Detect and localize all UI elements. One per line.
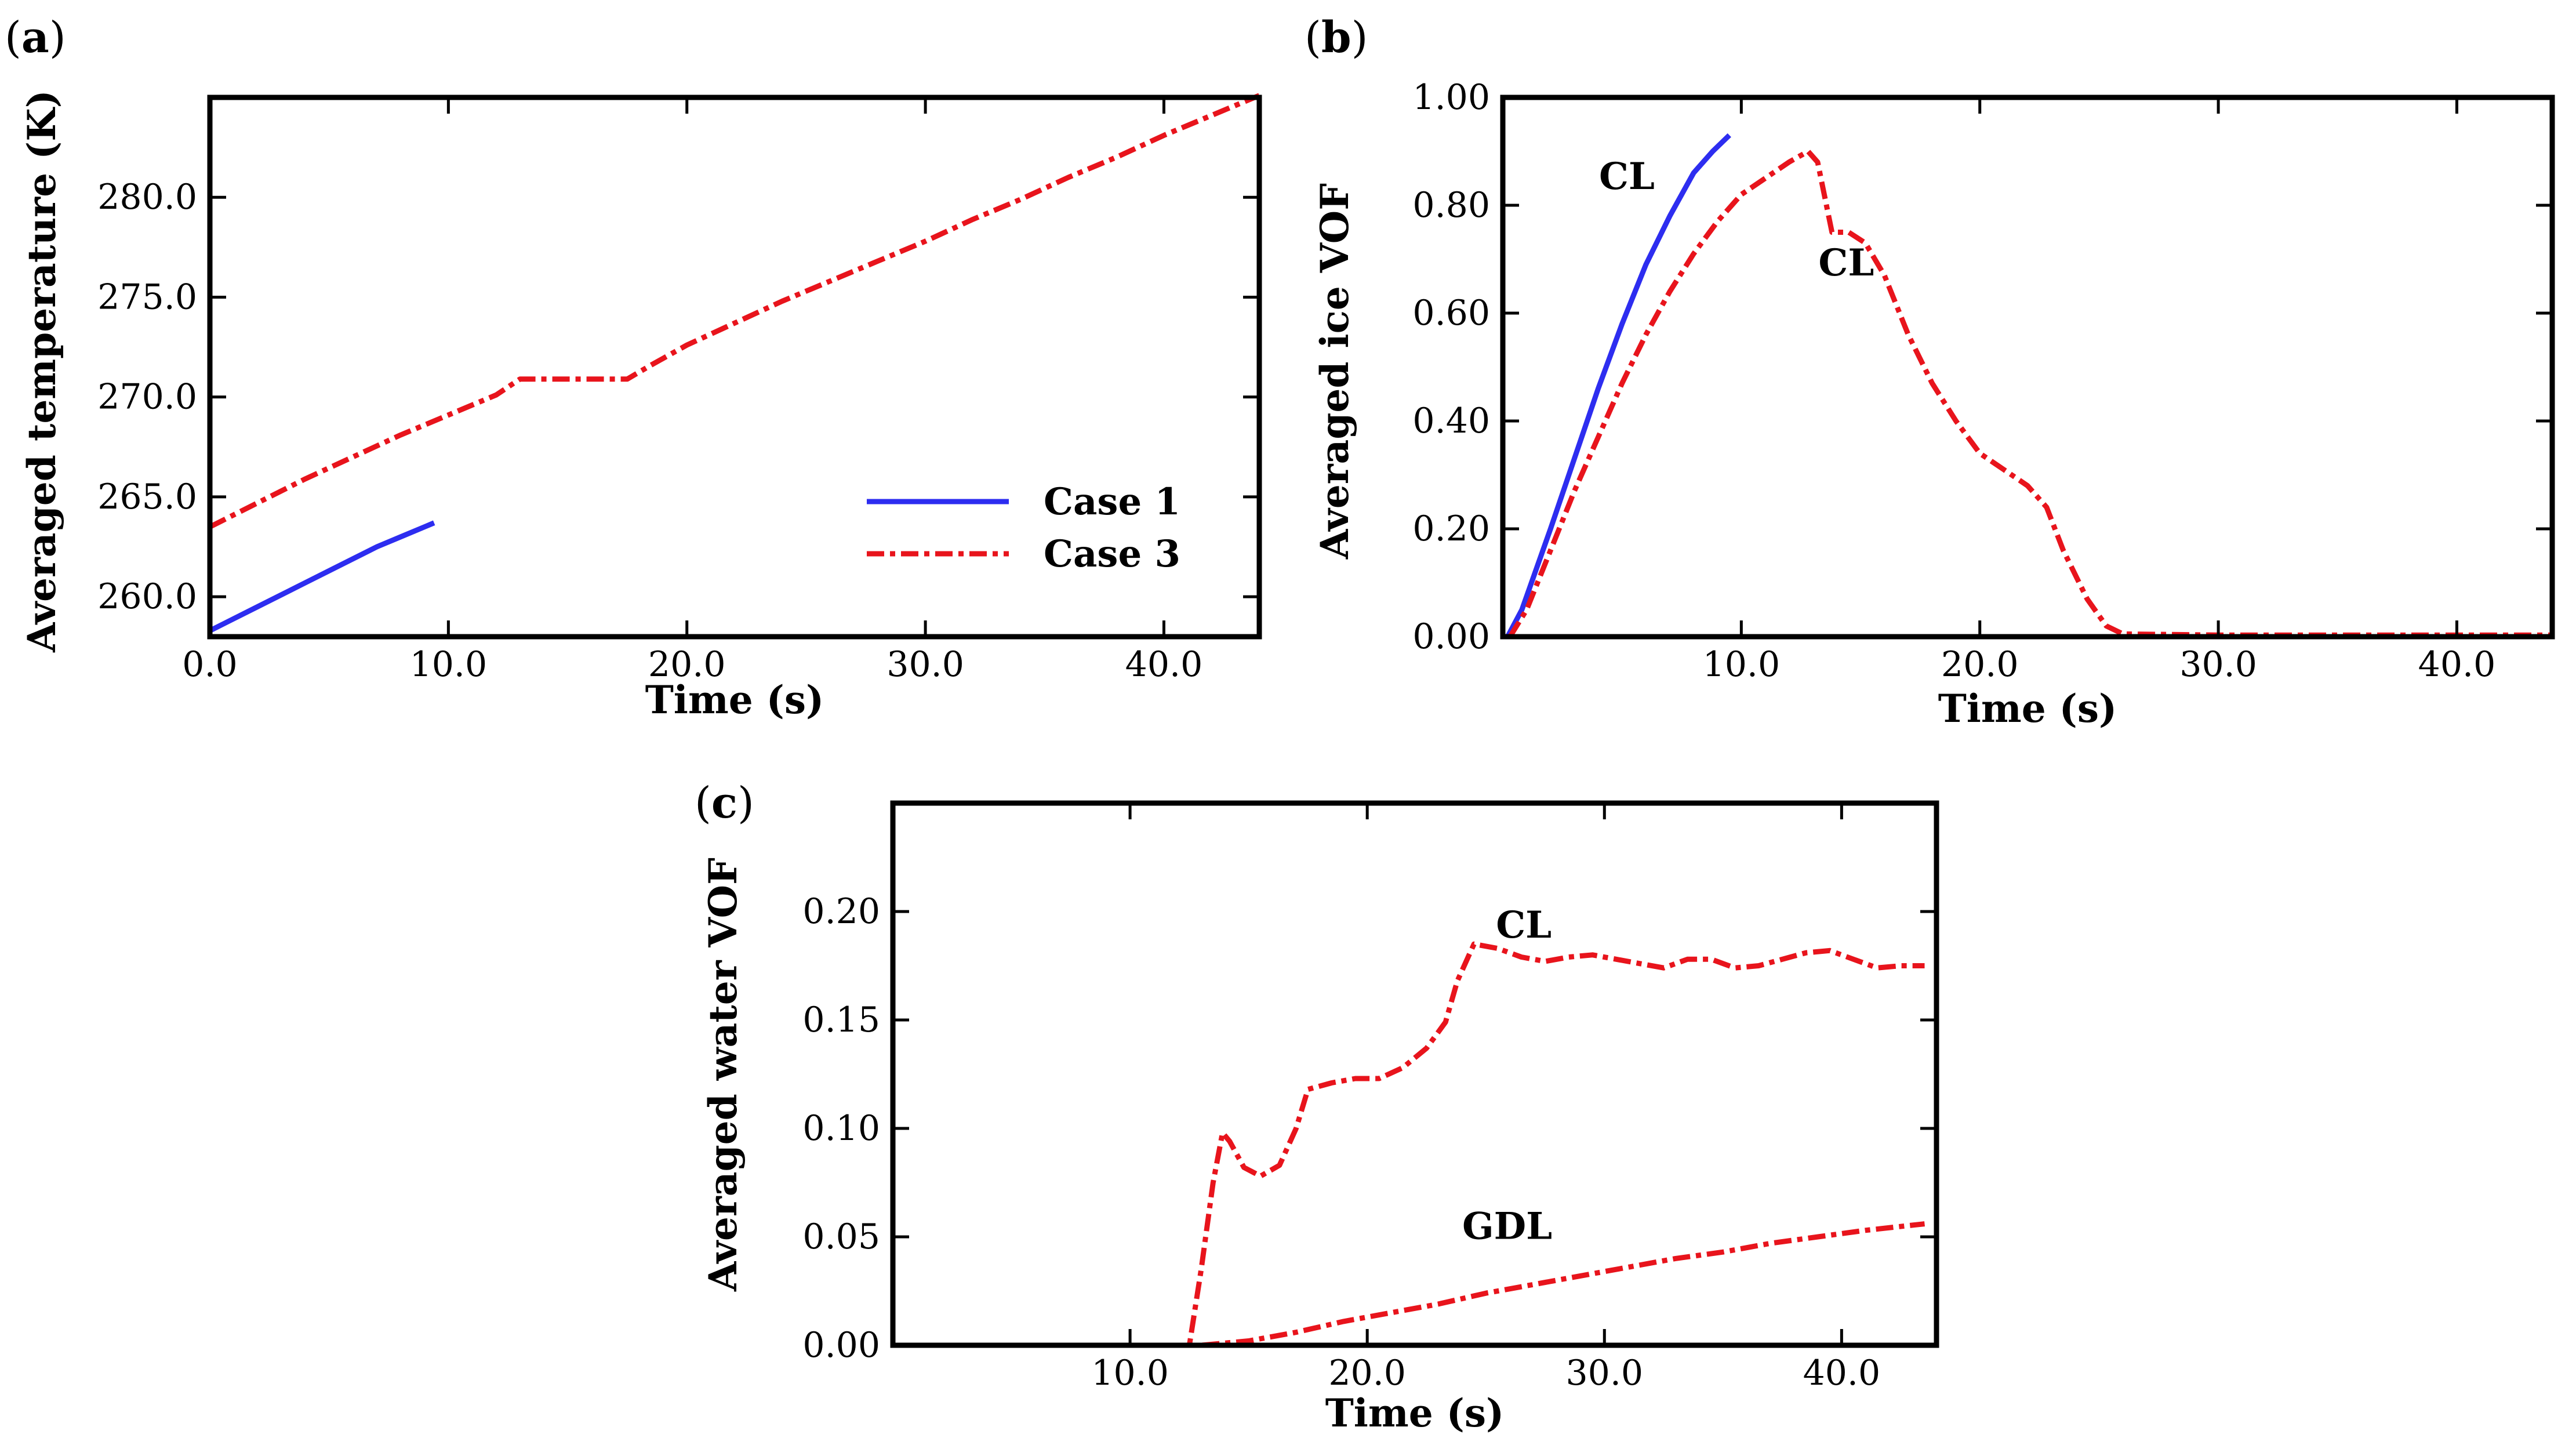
plot-frame — [1500, 95, 2555, 640]
panel-label-open: ( — [1305, 13, 1321, 63]
y-tick-label: 0.80 — [1412, 185, 1490, 226]
panel-label-letter: b — [1321, 13, 1351, 63]
panel-c: (c) 10.0 20.0 30.0 40.0 0.00 0.05 0.10 0.15 0.20 T… — [695, 778, 1939, 1436]
panel-label-letter: a — [21, 13, 49, 63]
y-tick-label: 0.15 — [802, 1000, 880, 1040]
x-tick-label: 40.0 — [2418, 644, 2496, 685]
x-tick-label: 10.0 — [410, 644, 488, 685]
y-axis-label: Averaged temperature (K) — [19, 90, 64, 653]
series-line-case-3-gdl — [928, 1221, 1925, 1348]
y-tick-label: 260.0 — [97, 576, 197, 617]
panel-b: (b) 10.0 20.0 30.0 40.0 0.00 0.20 0.40 0.60 0.80 1… — [1305, 13, 2555, 731]
y-tick-label: 270.0 — [97, 377, 197, 417]
annotation-label: GDL — [1462, 1205, 1552, 1248]
y-axis-label: Averaged water VOF — [700, 858, 746, 1292]
x-tick-label: 30.0 — [886, 644, 964, 685]
x-tick-label: 20.0 — [648, 644, 726, 685]
legend-label: Case 3 — [1044, 532, 1180, 576]
panel-label-open: ( — [695, 778, 711, 828]
x-tick-label: 30.0 — [1565, 1353, 1643, 1393]
panel-label-close: ) — [1351, 13, 1368, 63]
panel-label-close: ) — [737, 778, 754, 828]
x-tick-label: 30.0 — [2179, 644, 2257, 685]
series-line-case-3-cl — [1507, 148, 2552, 638]
panel-a: (a) 0.0 10.0 20.0 30.0 40.0 260.0 265.0 270.0 275… — [5, 13, 1262, 722]
panel-label-open: ( — [5, 13, 21, 63]
y-tick-label: 275.0 — [97, 277, 197, 317]
y-tick-label: 0.20 — [1412, 509, 1490, 549]
series-line-case-3-cl — [928, 941, 1925, 1348]
panel-label: (c) — [695, 778, 754, 828]
series-line-case-1-cl — [1505, 133, 1731, 638]
panel-label: (b) — [1305, 13, 1368, 63]
panel-label: (a) — [5, 13, 66, 63]
y-tick-label: 1.00 — [1412, 77, 1490, 118]
x-tick-label: 40.0 — [1803, 1353, 1881, 1393]
annotation-label: CL — [1818, 241, 1874, 285]
y-tick-label: 0.00 — [1412, 616, 1490, 657]
annotation-label: CL — [1599, 155, 1655, 198]
y-axis-label: Averaged ice VOF — [1312, 183, 1357, 560]
plot-frame — [890, 800, 1939, 1348]
y-tick-label: 280.0 — [97, 177, 197, 217]
x-tick-label: 20.0 — [1941, 644, 2019, 685]
panel-label-letter: c — [711, 778, 737, 828]
x-axis-label: Time (s) — [1938, 686, 2117, 731]
x-tick-label: 20.0 — [1328, 1353, 1406, 1393]
y-tick-label: 265.0 — [97, 477, 197, 517]
x-axis-label: Time (s) — [1325, 1390, 1505, 1436]
x-tick-label: 10.0 — [1703, 644, 1781, 685]
y-tick-label: 0.60 — [1412, 293, 1490, 333]
y-tick-label: 0.40 — [1412, 401, 1490, 441]
y-tick-label: 0.05 — [802, 1217, 880, 1257]
series-line-case-1 — [208, 520, 435, 633]
plot-frame — [207, 95, 1262, 640]
x-tick-label: 10.0 — [1091, 1353, 1169, 1393]
annotation-label: CL — [1496, 903, 1552, 947]
legend-label: Case 1 — [1044, 480, 1180, 524]
x-axis-label: Time (s) — [645, 677, 824, 722]
y-tick-label: 0.20 — [802, 891, 880, 932]
x-tick-label: 0.0 — [182, 644, 237, 685]
y-tick-label: 0.10 — [802, 1108, 880, 1149]
y-tick-label: 0.00 — [802, 1325, 880, 1366]
series-line-case-3 — [208, 93, 1260, 529]
panel-label-close: ) — [49, 13, 66, 63]
x-tick-label: 40.0 — [1125, 644, 1203, 685]
